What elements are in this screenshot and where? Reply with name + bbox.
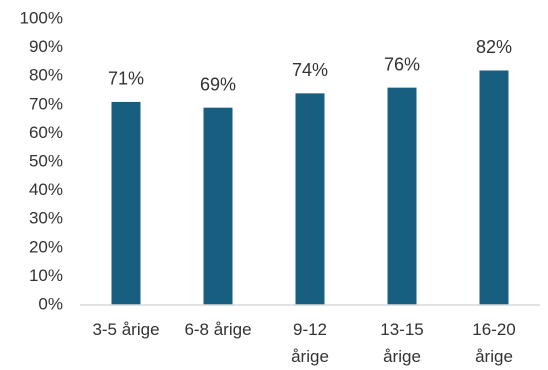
y-tick-label: 90% [29, 37, 63, 56]
bar [479, 70, 509, 305]
y-tick-label: 100% [20, 8, 63, 27]
x-tick-label: 16-20 årige [472, 320, 515, 366]
x-tick-label-line: 16-20 [472, 320, 515, 339]
x-tick-label-line: årige [475, 347, 513, 366]
y-tick-label: 50% [29, 151, 63, 170]
x-tick-label: 6-8 årige [184, 320, 251, 339]
y-tick-label: 70% [29, 94, 63, 113]
data-label: 82% [476, 37, 512, 57]
data-label: 76% [384, 54, 420, 74]
x-tick-label: 13-15 årige [380, 320, 423, 366]
data-label: 71% [108, 69, 144, 89]
bar [295, 93, 325, 305]
data-label: 74% [292, 60, 328, 80]
data-labels: 71% 69% 74% 76% 82% [108, 37, 512, 94]
data-label: 69% [200, 74, 236, 94]
x-tick-label-line: 13-15 [380, 320, 423, 339]
x-tick-label: 3-5 årige [92, 320, 159, 339]
y-tick-label: 40% [29, 180, 63, 199]
x-tick-label-line: årige [291, 347, 329, 366]
y-tick-label: 60% [29, 123, 63, 142]
y-tick-label: 20% [29, 237, 63, 256]
bars [111, 70, 509, 305]
x-tick-label-line: årige [383, 347, 421, 366]
y-tick-label: 80% [29, 66, 63, 85]
y-tick-label: 0% [38, 294, 63, 313]
x-tick-label: 9-12 årige [291, 320, 329, 366]
y-axis-ticks: 0% 10% 20% 30% 40% 50% 60% 70% 80% 90% 100% [20, 8, 63, 313]
bar [111, 101, 141, 305]
y-tick-label: 30% [29, 209, 63, 228]
x-tick-label-line: 9-12 [293, 320, 327, 339]
x-tick-label-line: 3-5 årige [92, 320, 159, 339]
y-tick-label: 10% [29, 266, 63, 285]
x-tick-label-line: 6-8 årige [184, 320, 251, 339]
bar [203, 107, 233, 305]
bar [387, 87, 417, 305]
